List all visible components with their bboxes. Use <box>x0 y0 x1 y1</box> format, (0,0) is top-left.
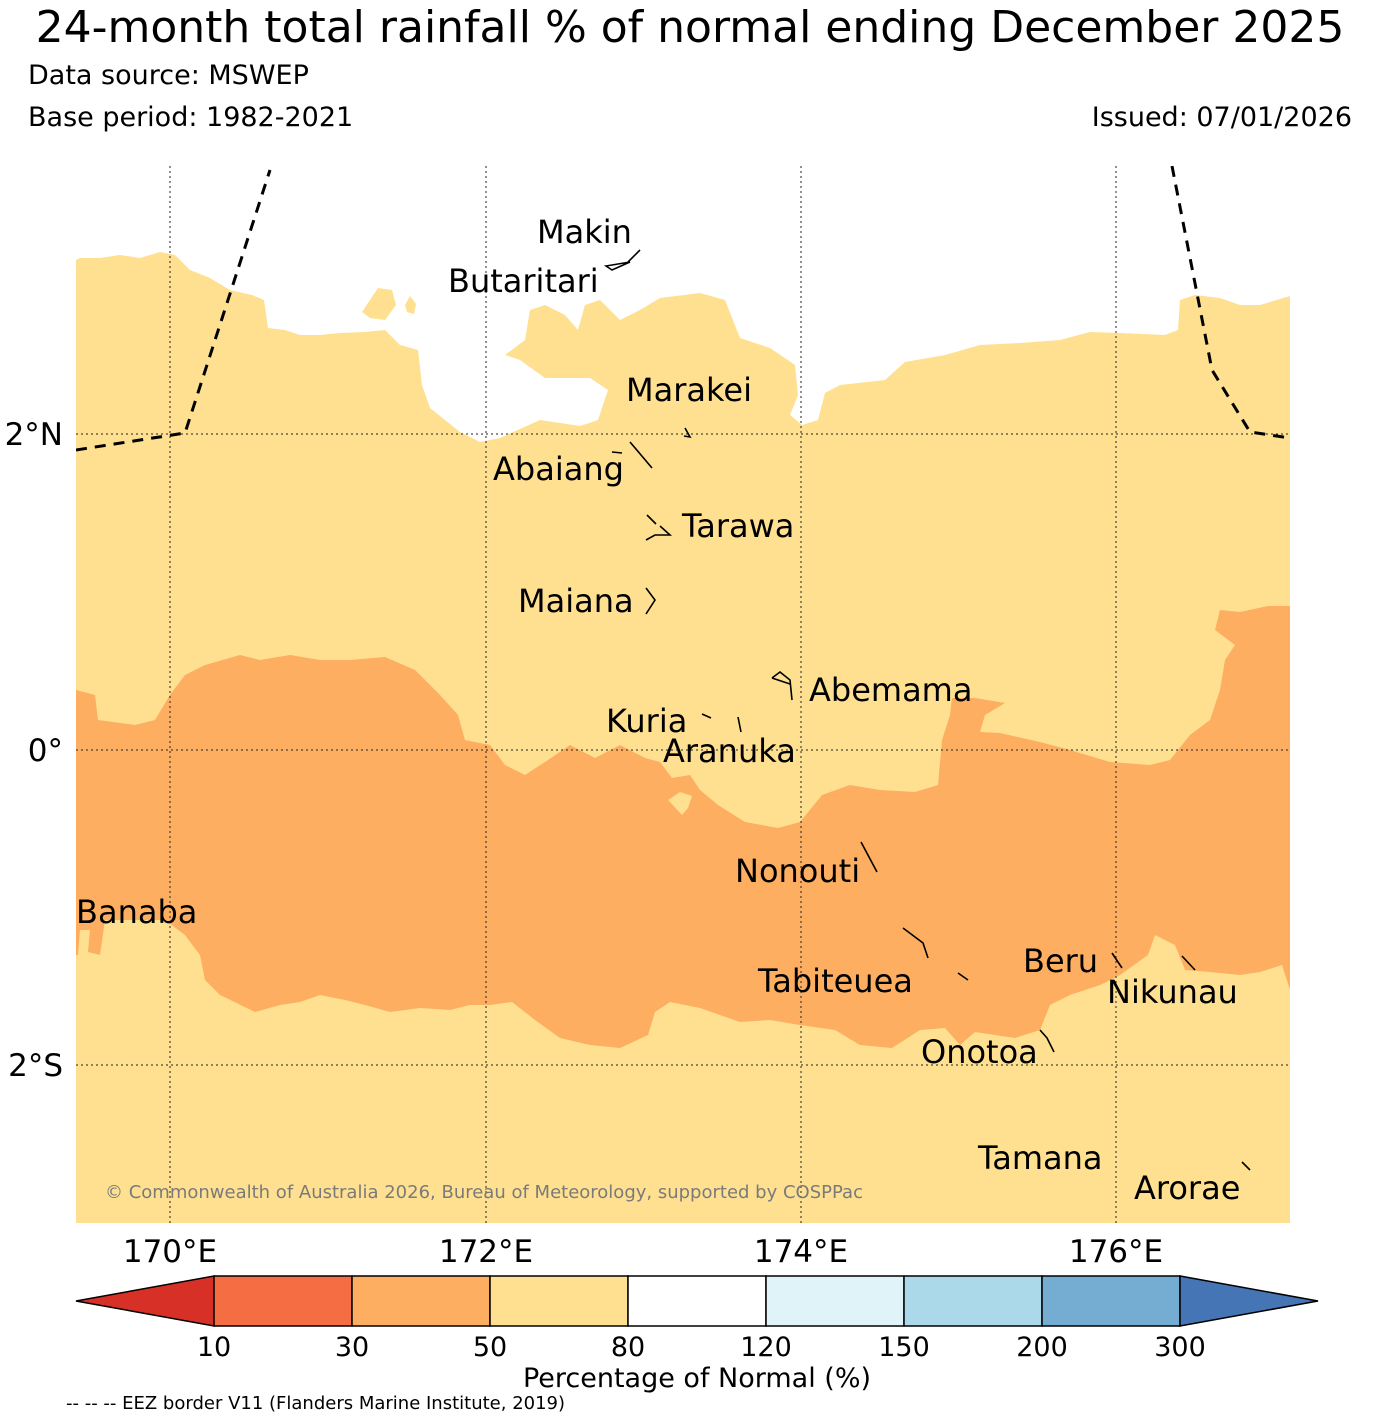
colorbar-label: 200 <box>1016 1332 1068 1363</box>
colorbar-segment <box>627 1275 767 1327</box>
lat-tick: 2°S <box>8 1048 63 1084</box>
colorbar-segment <box>765 1275 905 1327</box>
base-period: Base period: 1982-2021 <box>28 102 354 133</box>
island-label: Tamana <box>977 1139 1103 1177</box>
butaritari-atoll <box>603 261 631 271</box>
issued-date: Issued: 07/01/2026 <box>1091 102 1352 133</box>
band-30-50 <box>76 606 1290 1048</box>
band-50-80-patch <box>640 385 663 436</box>
eez-border-west <box>76 169 272 452</box>
colorbar-label: 300 <box>1154 1332 1206 1363</box>
band-50-80-patch <box>362 288 396 320</box>
map-title: 24-month total rainfall % of normal endi… <box>35 2 1345 53</box>
colorbar-label: 30 <box>335 1332 369 1363</box>
band-80-120-north <box>76 166 1290 442</box>
nonouti-atoll <box>860 841 878 873</box>
abemama-atoll <box>771 670 793 701</box>
lat-tick: 2°N <box>5 417 63 453</box>
lat-tick: 0° <box>28 733 63 769</box>
colorbar-arrow-high <box>1179 1275 1319 1327</box>
island-label: Aranuka <box>663 732 796 770</box>
island-label: Banaba <box>76 893 197 931</box>
aranuka-atoll <box>737 716 742 733</box>
onotoa-atoll <box>1039 1029 1055 1053</box>
colorbar-label: 80 <box>611 1332 645 1363</box>
nikunau-atoll <box>1181 955 1196 971</box>
colorbar-segment <box>903 1275 1043 1327</box>
island-label: Butaritari <box>448 262 599 300</box>
colorbar-segment <box>351 1275 491 1327</box>
graticule <box>76 166 1290 1223</box>
data-source: Data source: MSWEP <box>28 60 309 91</box>
island-label: Tabiteuea <box>757 962 913 1000</box>
band-50-80-patch <box>122 697 132 705</box>
island-label: Abemama <box>809 671 972 709</box>
island-label: Makin <box>537 213 632 251</box>
arorae-atoll <box>1241 1161 1251 1171</box>
lon-tick: 174°E <box>754 1234 848 1270</box>
island-outlines <box>603 249 1251 1171</box>
island-label: Marakei <box>626 371 752 409</box>
colorbar-title: Percentage of Normal (%) <box>523 1363 871 1394</box>
colorbar-label: 150 <box>878 1332 930 1363</box>
colorbar-label: 50 <box>473 1332 507 1363</box>
tabiteuea-atoll <box>902 927 969 981</box>
colorbar <box>75 1275 1319 1327</box>
island-label: Maiana <box>518 582 634 620</box>
eez-footnote: -- -- -- EEZ border V11 (Flanders Marine… <box>66 1393 566 1414</box>
island-label: Onotoa <box>921 1033 1038 1071</box>
lon-tick: 170°E <box>123 1234 217 1270</box>
copyright-notice: © Commonwealth of Australia 2026, Bureau… <box>105 1182 863 1203</box>
island-label: Arorae <box>1134 1169 1240 1207</box>
colorbar-segment <box>489 1275 629 1327</box>
band-50-80-patch <box>405 296 416 314</box>
maiana-atoll <box>645 587 656 615</box>
colorbar-segment <box>1041 1275 1181 1327</box>
lon-tick: 176°E <box>1069 1234 1163 1270</box>
colorbar-segment <box>213 1275 353 1327</box>
island-label: Nonouti <box>735 852 860 890</box>
colorbar-label: 120 <box>740 1332 792 1363</box>
beru-atoll <box>1111 952 1123 969</box>
tarawa-atoll <box>645 514 673 541</box>
colorbar-label: 10 <box>197 1332 231 1363</box>
makin-atoll <box>627 249 641 263</box>
eez-border-east <box>1170 166 1290 440</box>
island-label: Tarawa <box>681 507 794 545</box>
abaiang-atoll <box>611 441 653 469</box>
marakei-atoll <box>683 427 692 439</box>
lon-tick: 172°E <box>439 1234 533 1270</box>
island-label: Beru <box>1023 942 1098 980</box>
colorbar-arrow-low <box>75 1275 215 1327</box>
island-label: Abaiang <box>493 450 624 488</box>
kuria-atoll <box>701 713 712 719</box>
band-50-80-patch <box>668 792 692 815</box>
island-label: Kuria <box>606 702 687 740</box>
map-area: Makin Butaritari Marakei Abaiang Tarawa … <box>76 166 1290 1223</box>
island-label: Nikunau <box>1107 973 1238 1011</box>
